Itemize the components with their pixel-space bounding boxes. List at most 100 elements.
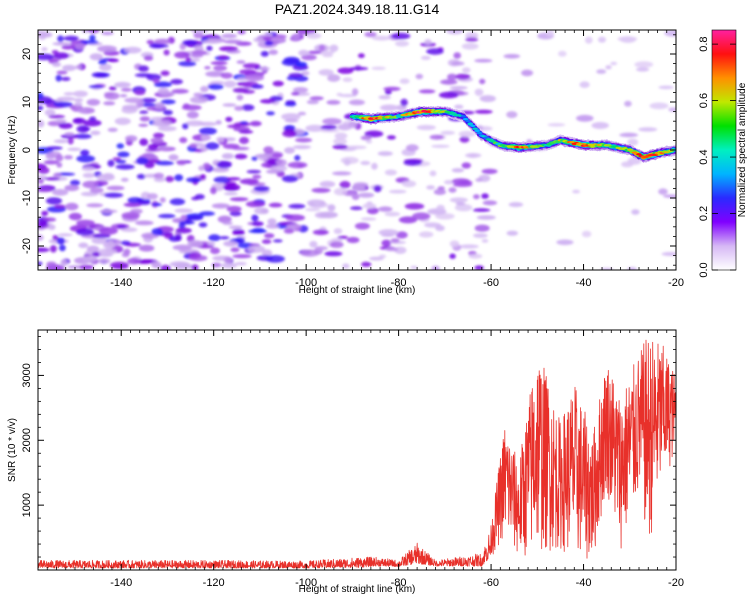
noise-blob [254,153,272,158]
noise-blob [206,45,213,51]
noise-blob [143,55,154,61]
noise-blob [53,101,73,108]
noise-blob [474,224,490,232]
snr-panel: -140 -120 -100 -80 -60 -40 -20 1000 2000 3000 Hei… [7,329,684,595]
noise-blob [364,31,377,38]
noise-blob [239,178,259,185]
noise-blob [252,174,262,179]
noise-blob [74,102,83,107]
noise-blob [174,208,193,213]
noise-blob [63,155,73,160]
colorbar-tick-label: 0.4 [698,149,710,164]
noise-blob [251,221,264,227]
noise-blob [292,87,309,93]
noise-blob [91,237,109,244]
noise-blob [43,160,59,165]
signal-cell [474,129,481,133]
noise-blob [232,231,246,236]
noise-blob [334,132,348,140]
noise-blob [576,114,594,122]
noise-blob [416,124,436,131]
noise-blob [291,91,300,96]
noise-blob [38,53,54,61]
x-tick-label: -100 [295,277,317,289]
noise-blob [465,31,479,40]
noise-blob [248,229,268,234]
noise-blob [329,44,339,52]
noise-blob [386,135,396,140]
y-tick-label: 20 [21,48,33,60]
noise-blob [134,73,153,78]
noise-blob [454,203,473,212]
noise-blob [349,66,369,71]
noise-blob [134,90,146,96]
noise-blob [581,230,592,238]
noise-blob [261,239,272,244]
noise-blob [76,219,95,227]
noise-blob [481,168,498,175]
x-tick-label: -80 [391,277,407,289]
noise-blob [38,234,44,241]
noise-blob [663,194,676,198]
noise-blob [318,44,326,52]
noise-blob [217,215,232,223]
noise-blob [136,100,144,108]
noise-blob [78,242,89,249]
noise-blob [605,65,612,70]
noise-blob [121,212,140,220]
noise-blob [400,98,408,107]
noise-blob [159,91,176,96]
noise-blob [448,187,457,193]
snr-axes: -140 -120 -100 -80 -60 -40 -20 1000 2000 3000 [21,330,684,589]
noise-blob [446,30,464,35]
noise-blob [104,92,120,100]
noise-blob [579,81,590,88]
signal-cell [469,124,476,128]
noise-blob [98,227,118,235]
noise-blob [372,35,391,41]
noise-blob [150,137,164,144]
noise-blob [152,78,160,84]
x-tick-label: -140 [110,277,132,289]
noise-blob [360,135,372,141]
noise-blob [312,229,329,236]
noise-blob [465,37,479,42]
noise-blob [377,151,393,157]
noise-blob [435,213,455,220]
noise-blob [269,36,287,44]
noise-blob [547,123,566,127]
noise-blob [264,40,274,46]
spectrogram-noise [38,30,676,270]
noise-blob [236,60,246,64]
noise-blob [295,137,313,143]
noise-blob [458,130,476,138]
noise-blob [431,144,450,148]
noise-blob [224,192,238,196]
noise-blob [45,197,63,205]
noise-blob [99,209,118,214]
noise-blob [229,197,249,202]
noise-blob [451,168,465,173]
noise-blob [596,69,607,74]
noise-blob [82,255,98,263]
noise-blob [247,245,266,253]
noise-blob [138,123,149,127]
colorbar-tick-label: 0.0 [698,262,710,277]
noise-blob [649,102,669,110]
noise-blob [295,61,308,67]
noise-blob [319,180,336,188]
noise-blob [135,220,154,226]
noise-blob [116,224,127,229]
noise-blob [154,38,172,45]
noise-blob [285,214,306,221]
noise-blob [391,32,411,40]
noise-blob [89,53,103,61]
noise-blob [38,166,50,174]
noise-blob [305,208,321,212]
noise-blob [284,147,295,154]
noise-blob [443,180,455,185]
noise-blob [474,265,484,270]
x-tick-label: -20 [668,277,684,289]
noise-blob [75,64,82,70]
